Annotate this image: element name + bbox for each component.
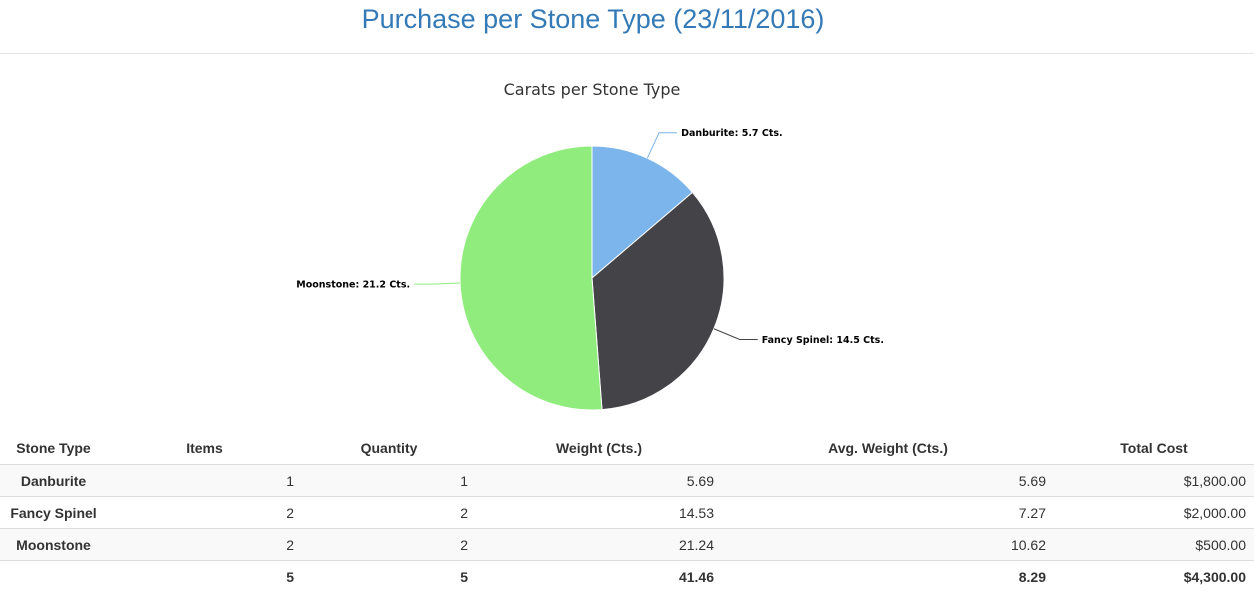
slice-connector [414, 282, 461, 285]
cell-weight: 14.53 [476, 496, 722, 529]
page-title: Purchase per Stone Type (23/11/2016) [361, 4, 825, 34]
column-header-stone-type[interactable]: Stone Type [16, 440, 91, 456]
table-header-row: Stone Type Items Quantity Weight (Cts.) … [0, 432, 1254, 465]
cell-quantity: 2 [302, 528, 476, 561]
slice-data-label: Fancy Spinel: 14.5 Cts. [762, 335, 884, 346]
cell-avg-weight: 7.27 [722, 496, 1054, 529]
cell-items: 2 [107, 528, 302, 561]
column-header-weight[interactable]: Weight (Cts.) [555, 440, 643, 456]
cell-stone-type: Fancy Spinel [0, 496, 107, 529]
pie-chart: Carats per Stone Type Danburite: 5.7 Cts… [296, 80, 884, 411]
slice-connector [713, 328, 758, 341]
total-avg-weight: 8.29 [722, 560, 1054, 592]
column-header-avg-weight[interactable]: Avg. Weight (Cts.) [828, 440, 948, 456]
cell-total-cost: $500.00 [1054, 528, 1254, 561]
stone-type-table: Stone Type Items Quantity Weight (Cts.) … [0, 432, 1254, 592]
slice-data-label: Moonstone: 21.2 Cts. [296, 280, 410, 291]
total-total-cost: $4,300.00 [1054, 560, 1254, 592]
pie-slice-moonstone[interactable] [459, 145, 603, 411]
total-weight: 41.46 [476, 560, 722, 592]
total-items: 5 [107, 560, 302, 592]
column-header-quantity[interactable]: Quantity [360, 440, 418, 456]
column-header-items[interactable]: Items [186, 440, 223, 456]
cell-total-cost: $2,000.00 [1054, 496, 1254, 529]
cell-quantity: 1 [302, 464, 476, 497]
cell-stone-type: Moonstone [0, 528, 107, 561]
table-row: Fancy Spinel 2 2 14.53 7.27 $2,000.00 [0, 496, 1254, 529]
page-header: Purchase per Stone Type (23/11/2016) [0, 0, 1254, 54]
cell-items: 1 [107, 464, 302, 497]
cell-avg-weight: 10.62 [722, 528, 1054, 561]
cell-total-cost: $1,800.00 [1054, 464, 1254, 497]
total-quantity: 5 [302, 560, 476, 592]
table-row: Danburite 1 1 5.69 5.69 $1,800.00 [0, 464, 1254, 497]
cell-avg-weight: 5.69 [722, 464, 1054, 497]
cell-items: 2 [107, 496, 302, 529]
table-row: Moonstone 2 2 21.24 10.62 $500.00 [0, 528, 1254, 561]
cell-weight: 21.24 [476, 528, 722, 561]
pie-slice-fancy-spinel[interactable] [591, 191, 725, 411]
cell-quantity: 2 [302, 496, 476, 529]
cell-stone-type: Danburite [0, 464, 107, 497]
slice-connector [646, 132, 678, 159]
chart-title: Carats per Stone Type [504, 80, 681, 99]
column-header-total-cost[interactable]: Total Cost [1120, 440, 1188, 456]
total-stone-type [0, 560, 107, 592]
slice-data-label: Danburite: 5.7 Cts. [681, 128, 783, 139]
totals-row: 5 5 41.46 8.29 $4,300.00 [0, 560, 1254, 592]
cell-weight: 5.69 [476, 464, 722, 497]
